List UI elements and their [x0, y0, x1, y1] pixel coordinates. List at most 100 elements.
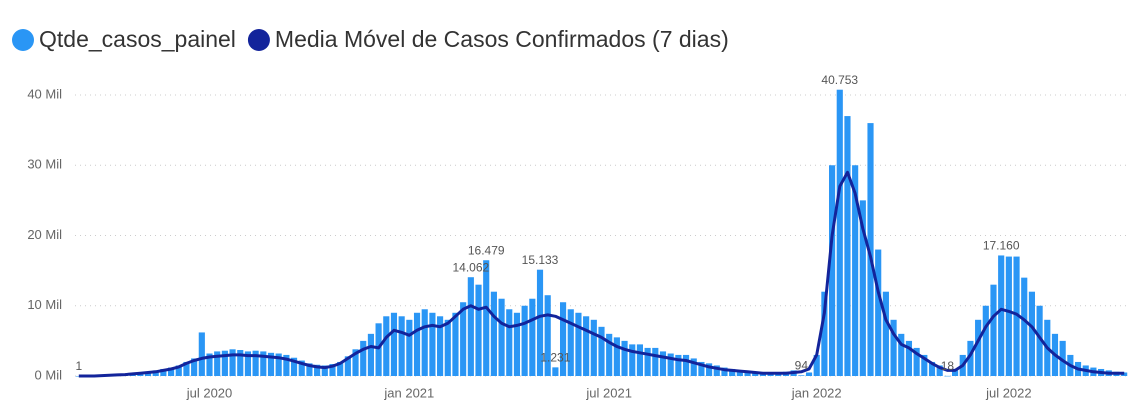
- bar: [944, 375, 951, 377]
- bar: [706, 363, 713, 376]
- data-label: 94: [795, 359, 809, 373]
- bar: [867, 123, 874, 376]
- bar: [621, 340, 628, 376]
- data-label: 40.753: [821, 73, 858, 87]
- bar: [1013, 256, 1020, 376]
- bar: [583, 316, 590, 376]
- bar: [360, 340, 367, 376]
- bar: [629, 344, 636, 376]
- bar: [744, 371, 751, 376]
- bar: [283, 354, 290, 376]
- y-tick-label: 0 Mil: [35, 367, 63, 382]
- bar: [951, 370, 959, 376]
- bar: [682, 354, 690, 376]
- bar: [598, 326, 605, 376]
- bar: [721, 367, 728, 376]
- bar: [160, 368, 167, 376]
- bar: [260, 351, 267, 376]
- bar: [252, 350, 259, 376]
- data-label: 16.479: [468, 243, 505, 257]
- bar: [175, 365, 182, 376]
- bar: [736, 370, 743, 376]
- bar: [1028, 291, 1035, 376]
- legend-item[interactable]: Qtde_casos_painel: [12, 26, 236, 52]
- bar: [406, 319, 413, 376]
- legend-text: Qtde_casos_painel: [39, 26, 236, 52]
- legend-item[interactable]: Media Móvel de Casos Confirmados (7 dias…: [247, 26, 729, 52]
- bar: [306, 363, 313, 376]
- bar: [206, 353, 213, 376]
- bar: [506, 309, 513, 376]
- bar: [1021, 277, 1028, 376]
- bar: [936, 365, 943, 376]
- bar: [483, 260, 490, 376]
- data-label: 15.133: [522, 253, 559, 267]
- bar: [229, 349, 236, 376]
- x-tick-label: jan 2021: [383, 385, 434, 400]
- bar: [444, 319, 451, 376]
- y-tick-label: 20 Mil: [27, 227, 62, 242]
- bar: [221, 350, 228, 376]
- bar: [659, 351, 667, 376]
- bar: [690, 358, 697, 376]
- bar: [990, 284, 997, 376]
- bar: [321, 365, 328, 376]
- bar: [1005, 256, 1012, 376]
- bar: [183, 361, 190, 376]
- bar: [390, 312, 398, 376]
- bar: [998, 255, 1005, 376]
- x-tick-label: jul 2021: [585, 385, 632, 400]
- bar: [452, 312, 459, 376]
- bar: [729, 368, 736, 376]
- bar: [498, 298, 505, 376]
- bar: [437, 316, 444, 376]
- bar: [290, 357, 298, 376]
- y-tick-label: 30 Mil: [27, 157, 62, 172]
- bar: [967, 340, 974, 376]
- bar: [398, 316, 405, 376]
- bar: [575, 312, 582, 376]
- bar: [813, 354, 820, 376]
- bar: [713, 365, 720, 376]
- bar: [567, 309, 574, 376]
- x-tick-label: jan 2022: [791, 385, 842, 400]
- bar: [314, 364, 321, 376]
- bar: [460, 302, 467, 376]
- bar: [552, 367, 559, 376]
- bar: [383, 316, 390, 376]
- bar: [829, 165, 836, 376]
- bar: [467, 277, 474, 376]
- data-label: 14.062: [452, 260, 489, 274]
- bar: [513, 312, 521, 376]
- bar: [352, 349, 359, 376]
- bar: [421, 309, 428, 376]
- bar: [214, 351, 221, 376]
- bar: [882, 291, 889, 376]
- bar: [875, 249, 882, 376]
- bar: [521, 305, 528, 376]
- data-label: 17.160: [983, 239, 1020, 253]
- legend-marker: [12, 29, 34, 51]
- moving-average-line: [78, 170, 1125, 378]
- y-tick-label: 40 Mil: [27, 86, 62, 101]
- data-label: 1: [75, 359, 82, 373]
- bar: [490, 291, 497, 376]
- bar: [344, 356, 351, 376]
- bar: [559, 302, 567, 376]
- bar: [590, 319, 597, 376]
- bar: [536, 269, 544, 376]
- bar: [191, 358, 198, 376]
- bar: [267, 352, 275, 376]
- bar: [890, 319, 897, 376]
- bar: [375, 323, 382, 376]
- bar: [836, 89, 843, 376]
- bar: [798, 375, 805, 376]
- bar: [852, 165, 859, 376]
- bar: [337, 361, 344, 376]
- bar: [698, 361, 705, 376]
- bar: [606, 333, 613, 376]
- legend-marker: [247, 29, 270, 51]
- y-tick-label: 10 Mil: [27, 297, 62, 312]
- bar: [928, 361, 936, 376]
